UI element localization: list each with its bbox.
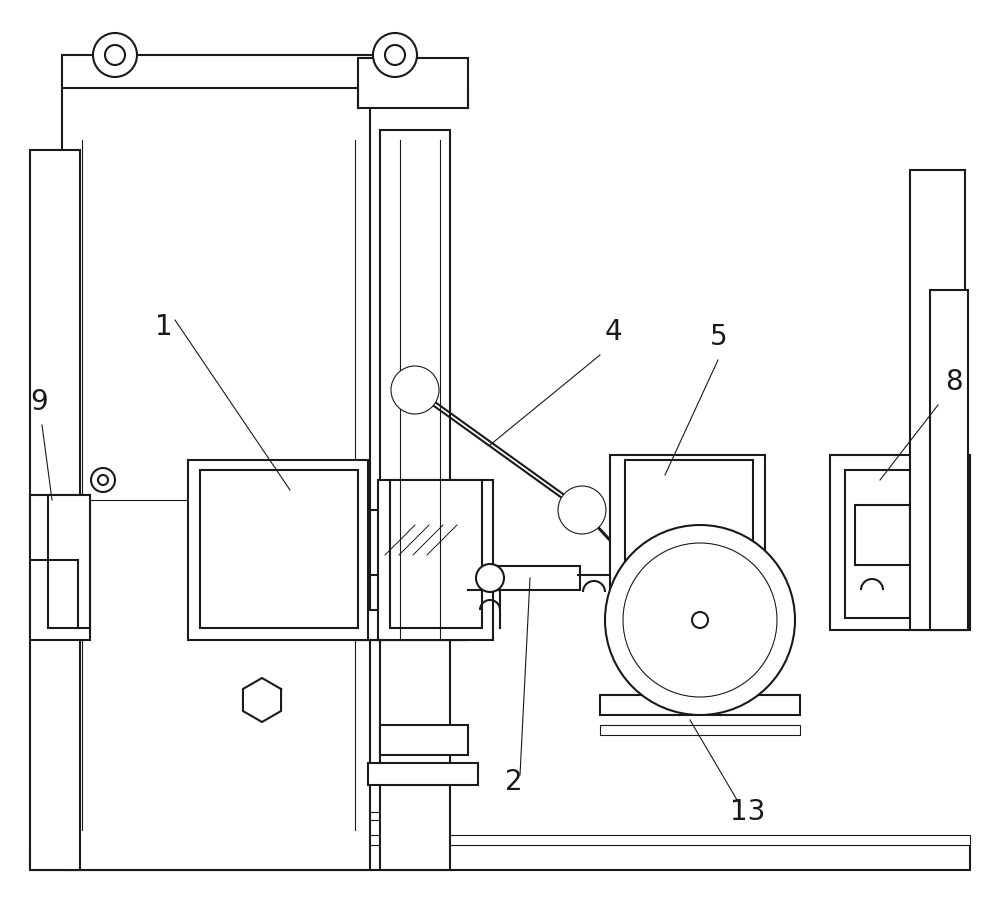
Bar (62, 80, 370, 870)
Bar (358, 610, 468, 640)
Bar (62, 55, 417, 88)
Circle shape (575, 503, 589, 517)
Text: 1: 1 (155, 313, 173, 341)
Bar (910, 170, 965, 630)
Bar (830, 455, 970, 630)
Circle shape (639, 572, 651, 584)
Circle shape (385, 45, 405, 65)
Circle shape (623, 543, 777, 697)
Circle shape (629, 562, 661, 594)
Text: 4: 4 (605, 318, 623, 346)
Bar (378, 513, 450, 568)
Bar (380, 130, 450, 870)
Bar (490, 566, 580, 590)
Circle shape (91, 468, 115, 492)
Text: 13: 13 (730, 798, 765, 826)
Bar (30, 150, 80, 870)
Circle shape (373, 33, 417, 77)
Text: 8: 8 (945, 368, 963, 396)
Bar (48, 495, 90, 628)
Circle shape (605, 525, 795, 715)
Bar (200, 470, 358, 628)
Bar (600, 695, 800, 715)
Circle shape (408, 383, 422, 397)
Bar (625, 460, 753, 608)
Circle shape (692, 612, 708, 628)
Text: 2: 2 (505, 768, 523, 796)
Bar (30, 835, 970, 845)
Circle shape (105, 45, 125, 65)
Bar (30, 495, 90, 640)
Bar (378, 480, 493, 640)
Bar (370, 510, 458, 575)
Circle shape (391, 366, 439, 414)
Circle shape (476, 564, 504, 592)
Bar (368, 763, 478, 785)
Bar (845, 470, 957, 618)
Bar (930, 290, 968, 630)
Bar (600, 725, 800, 735)
Bar (30, 812, 390, 820)
Bar (390, 480, 482, 628)
Text: 5: 5 (710, 323, 728, 351)
Text: 9: 9 (30, 388, 48, 416)
Bar (358, 58, 468, 108)
Circle shape (558, 486, 606, 534)
Circle shape (564, 492, 600, 528)
Circle shape (98, 475, 108, 485)
Bar (188, 460, 368, 640)
Circle shape (93, 33, 137, 77)
Bar (610, 455, 765, 620)
Bar (380, 725, 468, 755)
Circle shape (397, 372, 433, 408)
Bar (855, 505, 910, 565)
Bar (30, 845, 970, 870)
